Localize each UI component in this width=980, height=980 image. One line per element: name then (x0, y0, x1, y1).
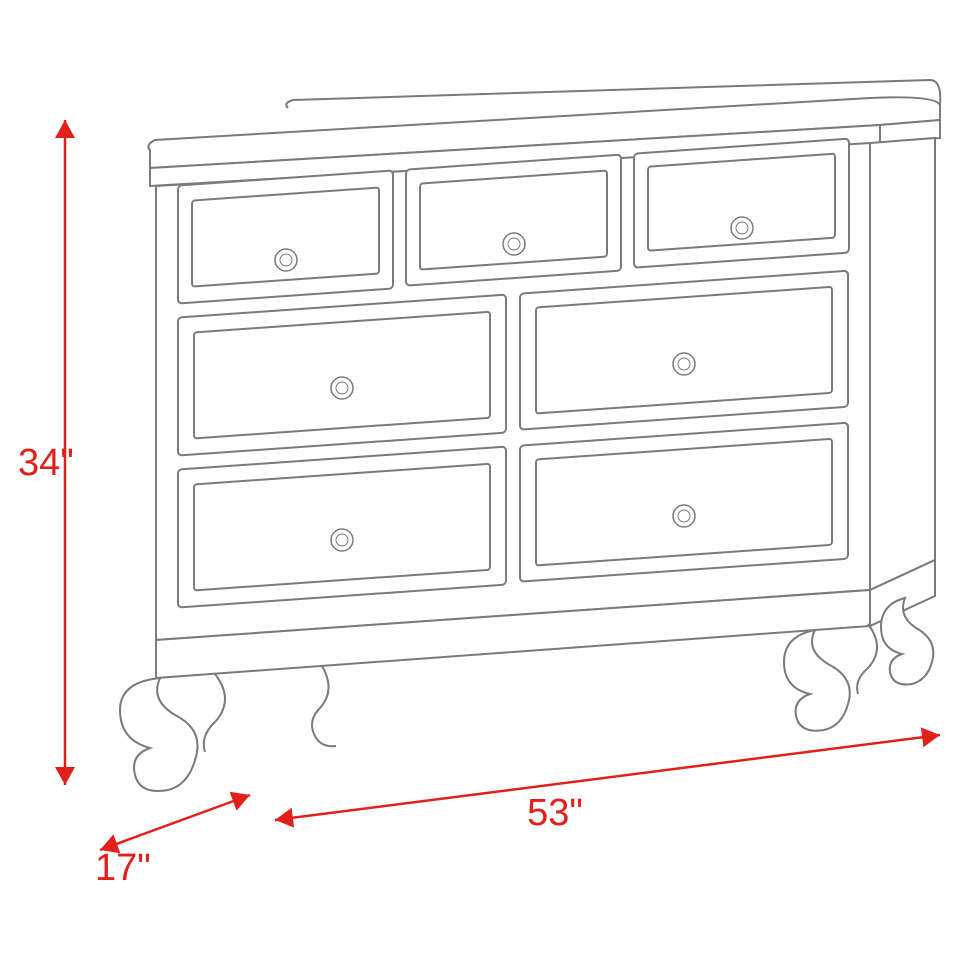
knob (331, 529, 353, 551)
knob (673, 353, 695, 375)
leg-front-left (120, 678, 198, 791)
bottom-drawer-right (520, 423, 848, 582)
dimension-depth-arrow (100, 792, 250, 853)
dresser-dimension-diagram: 34" 17" 53" (0, 0, 980, 980)
dimension-width-arrow (275, 727, 940, 827)
top-drawer-1 (178, 171, 393, 304)
leg-front-right (784, 630, 850, 731)
leg-back-right (881, 598, 933, 685)
dimension-depth-label: 17" (95, 847, 151, 889)
knob (731, 217, 753, 239)
dimension-width-label: 53" (527, 792, 583, 834)
top-drawer-2 (406, 155, 621, 286)
middle-drawer-right (520, 271, 848, 430)
bottom-drawer-left (178, 447, 506, 608)
knob (331, 377, 353, 399)
knob (503, 233, 525, 255)
knob (673, 505, 695, 527)
knob (275, 249, 297, 271)
dresser-drawing (120, 80, 940, 791)
dimension-height-label: 34" (18, 442, 74, 484)
middle-drawer-left (178, 295, 506, 456)
leg-back-left (312, 666, 336, 746)
diagram-stage: 34" 17" 53" (0, 0, 980, 980)
top-drawer-3 (634, 139, 849, 268)
